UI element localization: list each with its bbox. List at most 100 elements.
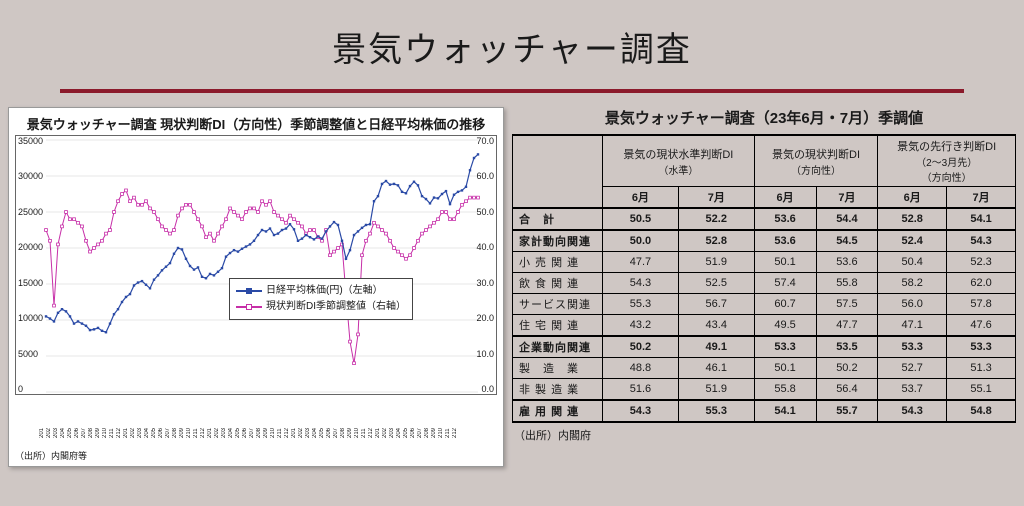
cell: 50.0 xyxy=(603,230,679,252)
table-panel: 景気ウォッチャー調査（23年6月・7月）季調値 景気の現状水準判断DI（水準）景… xyxy=(512,107,1016,467)
row-label: 合 計 xyxy=(513,208,603,230)
table-header-group: 景気の先行き判断DI（2～3月先）（方向性） xyxy=(878,135,1016,187)
cell: 53.3 xyxy=(754,336,816,358)
di-table: 景気の現状水準判断DI（水準）景気の現状判断DI（方向性）景気の先行き判断DI（… xyxy=(512,134,1016,423)
chart-panel: 景気ウォッチャー調査 現状判断DI（方向性）季節調整値と日経平均株価の推移 35… xyxy=(8,107,504,467)
cell: 56.4 xyxy=(816,379,878,401)
row-label: 飲 食 関 連 xyxy=(513,273,603,294)
cell: 52.5 xyxy=(678,273,754,294)
cell: 54.3 xyxy=(603,400,679,422)
table-header-month: 7月 xyxy=(947,187,1016,209)
y-axis-right: 70.060.050.040.030.020.010.00.0 xyxy=(476,136,494,394)
table-header-month: 6月 xyxy=(878,187,947,209)
cell: 52.8 xyxy=(678,230,754,252)
cell: 55.8 xyxy=(754,379,816,401)
cell: 47.1 xyxy=(878,315,947,337)
y-axis-left: 35000300002500020000150001000050000 xyxy=(18,136,43,394)
chart-svg xyxy=(16,136,496,396)
table-header-group: 景気の現状水準判断DI（水準） xyxy=(603,135,755,187)
cell: 47.6 xyxy=(947,315,1016,337)
cell: 55.7 xyxy=(816,400,878,422)
table-source: （出所）内閣府 xyxy=(514,427,1016,443)
table-row: 小 売 関 連47.751.950.153.650.452.3 xyxy=(513,252,1016,273)
cell: 50.5 xyxy=(603,208,679,230)
legend-item: 日経平均株価(円)（左軸） xyxy=(236,283,406,299)
divider xyxy=(60,89,964,93)
row-label: 住 宅 関 連 xyxy=(513,315,603,337)
chart-source: （出所）内閣府等 xyxy=(15,449,87,462)
row-label: 家計動向関連 xyxy=(513,230,603,252)
table-row: 非 製 造 業51.651.955.856.453.755.1 xyxy=(513,379,1016,401)
cell: 50.4 xyxy=(878,252,947,273)
cell: 57.4 xyxy=(754,273,816,294)
cell: 53.3 xyxy=(878,336,947,358)
cell: 53.7 xyxy=(878,379,947,401)
cell: 53.6 xyxy=(754,230,816,252)
legend-label: 日経平均株価(円)（左軸） xyxy=(266,283,383,299)
row-label: 雇 用 関 連 xyxy=(513,400,603,422)
cell: 50.1 xyxy=(754,358,816,379)
cell: 53.5 xyxy=(816,336,878,358)
cell: 54.4 xyxy=(816,208,878,230)
cell: 53.6 xyxy=(754,208,816,230)
page-title: 景気ウォッチャー調査 xyxy=(0,0,1024,71)
table-row: 企業動向関連50.249.153.353.553.353.3 xyxy=(513,336,1016,358)
cell: 54.3 xyxy=(603,273,679,294)
cell: 47.7 xyxy=(603,252,679,273)
table-header-month: 6月 xyxy=(754,187,816,209)
cell: 43.2 xyxy=(603,315,679,337)
cell: 62.0 xyxy=(947,273,1016,294)
table-row: 合 計50.552.253.654.452.854.1 xyxy=(513,208,1016,230)
cell: 51.3 xyxy=(947,358,1016,379)
cell: 52.4 xyxy=(878,230,947,252)
table-header-group: 景気の現状判断DI（方向性） xyxy=(754,135,878,187)
row-label: 小 売 関 連 xyxy=(513,252,603,273)
cell: 54.5 xyxy=(816,230,878,252)
cell: 55.3 xyxy=(678,400,754,422)
cell: 53.6 xyxy=(816,252,878,273)
legend-swatch xyxy=(236,302,262,312)
cell: 54.3 xyxy=(947,230,1016,252)
cell: 50.2 xyxy=(816,358,878,379)
cell: 49.5 xyxy=(754,315,816,337)
table-row: 住 宅 関 連43.243.449.547.747.147.6 xyxy=(513,315,1016,337)
cell: 43.4 xyxy=(678,315,754,337)
cell: 46.1 xyxy=(678,358,754,379)
cell: 49.1 xyxy=(678,336,754,358)
cell: 47.7 xyxy=(816,315,878,337)
cell: 56.0 xyxy=(878,294,947,315)
row-label: サービス関連 xyxy=(513,294,603,315)
cell: 55.3 xyxy=(603,294,679,315)
cell: 54.1 xyxy=(947,208,1016,230)
cell: 56.7 xyxy=(678,294,754,315)
cell: 51.9 xyxy=(678,379,754,401)
table-row: サービス関連55.356.760.757.556.057.8 xyxy=(513,294,1016,315)
table-header-month: 7月 xyxy=(678,187,754,209)
legend-swatch xyxy=(236,286,262,296)
chart-legend: 日経平均株価(円)（左軸）現状判断DI季節調整値（右軸） xyxy=(229,278,413,320)
table-row: 飲 食 関 連54.352.557.455.858.262.0 xyxy=(513,273,1016,294)
cell: 55.1 xyxy=(947,379,1016,401)
cell: 54.8 xyxy=(947,400,1016,422)
table-row: 製 造 業48.846.150.150.252.751.3 xyxy=(513,358,1016,379)
table-row: 雇 用 関 連54.355.354.155.754.354.8 xyxy=(513,400,1016,422)
cell: 51.6 xyxy=(603,379,679,401)
cell: 50.1 xyxy=(754,252,816,273)
cell: 48.8 xyxy=(603,358,679,379)
cell: 52.2 xyxy=(678,208,754,230)
table-header-month: 7月 xyxy=(816,187,878,209)
cell: 52.7 xyxy=(878,358,947,379)
cell: 54.1 xyxy=(754,400,816,422)
legend-label: 現状判断DI季節調整値（右軸） xyxy=(266,299,406,315)
cell: 53.3 xyxy=(947,336,1016,358)
table-title: 景気ウォッチャー調査（23年6月・7月）季調値 xyxy=(512,107,1016,128)
cell: 54.3 xyxy=(878,400,947,422)
cell: 52.8 xyxy=(878,208,947,230)
table-row: 家計動向関連50.052.853.654.552.454.3 xyxy=(513,230,1016,252)
row-label: 企業動向関連 xyxy=(513,336,603,358)
chart-plot: 35000300002500020000150001000050000 70.0… xyxy=(15,135,497,395)
slide: 景気ウォッチャー調査 景気ウォッチャー調査 現状判断DI（方向性）季節調整値と日… xyxy=(0,0,1024,506)
cell: 60.7 xyxy=(754,294,816,315)
cell: 51.9 xyxy=(678,252,754,273)
cell: 57.5 xyxy=(816,294,878,315)
